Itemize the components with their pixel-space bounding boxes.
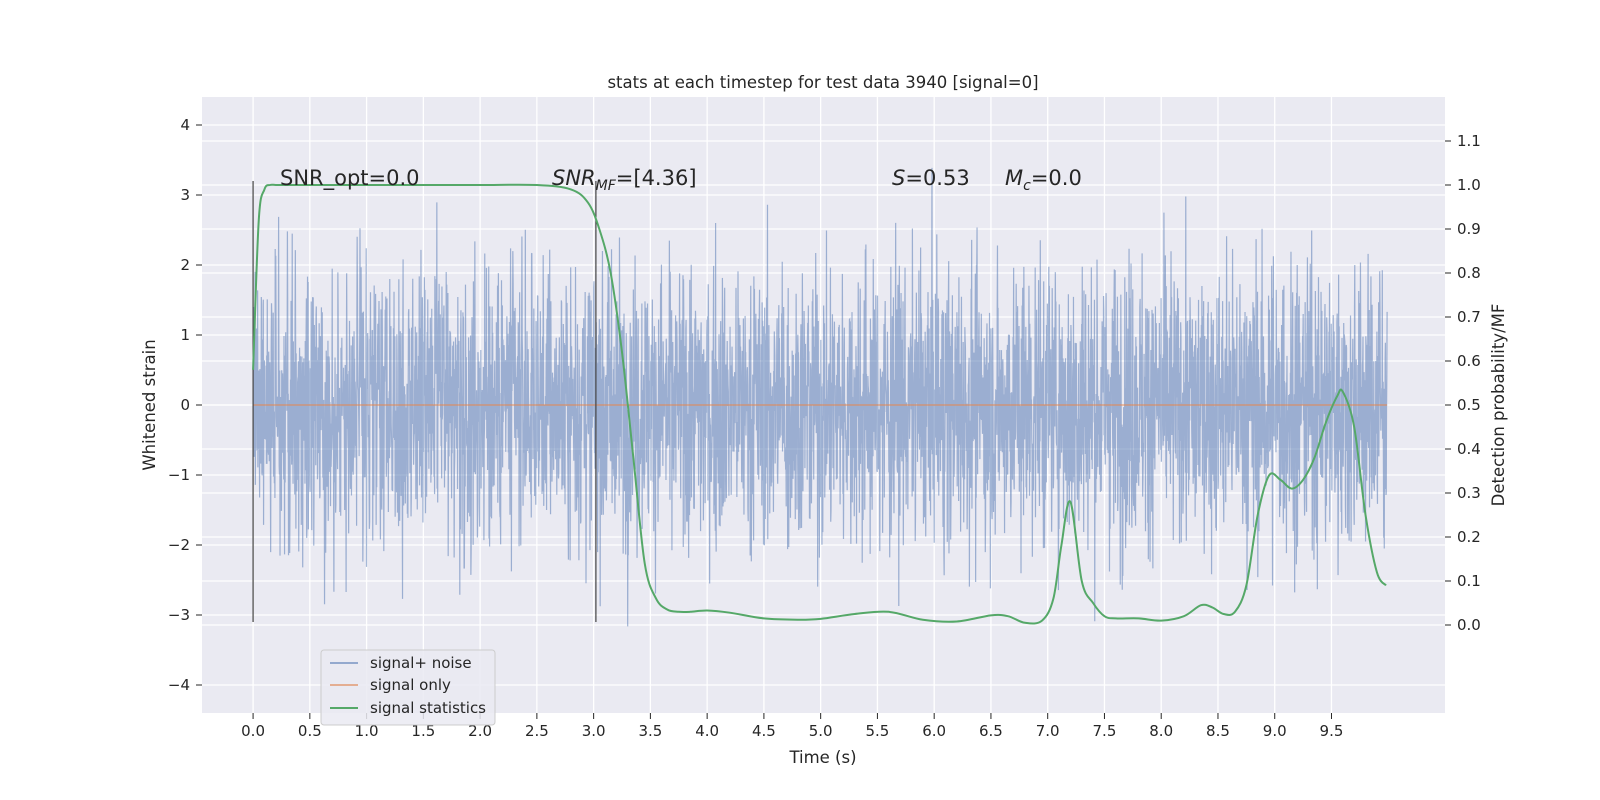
marker-lines xyxy=(252,181,597,622)
legend-label-signal-only: signal only xyxy=(370,676,451,694)
signal-noise-line xyxy=(252,167,1388,627)
y-right-tick-label: 1.1 xyxy=(1457,132,1481,150)
annotation-s-main: S xyxy=(892,166,905,190)
y-tick-label: 4 xyxy=(180,116,190,134)
signal-statistics-line xyxy=(252,183,1387,625)
x-axis-label: Time (s) xyxy=(788,748,856,767)
y-right-tick-label: 0.0 xyxy=(1457,616,1481,634)
annotation-snr-mf-sub: MF xyxy=(596,178,617,194)
x-axis-ticks: 0.0 0.5 1.0 1.5 2.0 2.5 3.0 3.5 4.0 4.5 5.0 5.5 6.0 6… xyxy=(241,713,1343,740)
y-right-axis-label: Detection probability/MF xyxy=(1489,304,1508,507)
y-axis-label: Whitened strain xyxy=(140,339,159,470)
x-tick-label: 9.5 xyxy=(1320,722,1344,740)
x-tick-label: 2.5 xyxy=(525,722,549,740)
x-tick-label: 1.0 xyxy=(355,722,379,740)
y-tick-label: 3 xyxy=(180,186,190,204)
y-tick-label: −3 xyxy=(168,606,190,624)
x-tick-label: 7.5 xyxy=(1093,722,1117,740)
y-right-tick-label: 0.9 xyxy=(1457,220,1481,238)
y-tick-label: 2 xyxy=(180,256,190,274)
annotation-mc: Mc=0.0 xyxy=(1005,166,1082,194)
y-right-tick-label: 0.7 xyxy=(1457,308,1481,326)
x-tick-label: 3.5 xyxy=(638,722,662,740)
annotation-mc-sub: c xyxy=(1023,178,1031,194)
y-tick-label: 1 xyxy=(180,326,190,344)
x-tick-label: 5.5 xyxy=(865,722,889,740)
annotation-mc-main: M xyxy=(1005,166,1023,190)
y-right-tick-label: 0.4 xyxy=(1457,440,1481,458)
annotations: SNR_opt=0.0 SNRMF=[4.36] S=0.53 Mc=0.0 xyxy=(280,166,1082,194)
annotation-s-value: =0.53 xyxy=(905,166,969,190)
x-tick-label: 5.0 xyxy=(809,722,833,740)
y-tick-label: 0 xyxy=(180,396,190,414)
y-tick-label: −2 xyxy=(168,536,190,554)
annotation-snr-mf-main: SNR xyxy=(552,166,596,190)
y-right-tick-label: 1.0 xyxy=(1457,176,1481,194)
x-tick-label: 6.0 xyxy=(922,722,946,740)
annotation-mc-value: =0.0 xyxy=(1031,166,1082,190)
x-tick-label: 4.5 xyxy=(752,722,776,740)
y-right-tick-label: 0.3 xyxy=(1457,484,1481,502)
y-tick-label: −4 xyxy=(168,676,190,694)
x-tick-label: 0.0 xyxy=(241,722,265,740)
annotation-s: S=0.53 xyxy=(892,166,970,190)
annotation-snr-opt: SNR_opt=0.0 xyxy=(280,166,420,191)
legend-label-signal-noise: signal+ noise xyxy=(370,654,472,672)
y-right-tick-label: 0.6 xyxy=(1457,352,1481,370)
y-right-tick-label: 0.5 xyxy=(1457,396,1481,414)
legend: signal+ noise signal only signal statist… xyxy=(320,649,496,726)
x-tick-label: 7.0 xyxy=(1036,722,1060,740)
x-tick-label: 6.5 xyxy=(979,722,1003,740)
x-tick-label: 3.0 xyxy=(582,722,606,740)
legend-box xyxy=(320,649,496,726)
y-right-tick-label: 0.1 xyxy=(1457,572,1481,590)
y-right-tick-label: 0.8 xyxy=(1457,264,1481,282)
series-signal-noise xyxy=(252,167,1388,627)
x-tick-label: 9.0 xyxy=(1263,722,1287,740)
x-tick-label: 8.5 xyxy=(1206,722,1230,740)
annotation-snr-mf: SNRMF=[4.36] xyxy=(552,166,697,194)
annotation-snr-mf-value: =[4.36] xyxy=(616,166,697,190)
x-tick-label: 0.5 xyxy=(298,722,322,740)
y-right-tick-label: 0.2 xyxy=(1457,528,1481,546)
series-signal-statistics xyxy=(252,183,1387,625)
y-axis-ticks: 4 3 2 1 0 −1 −2 −3 −4 xyxy=(168,116,202,694)
chart-title: stats at each timestep for test data 394… xyxy=(607,73,1038,92)
legend-label-signal-statistics: signal statistics xyxy=(370,699,486,717)
y-right-axis-ticks: 1.1 1.0 0.9 0.8 0.7 0.6 0.5 0.4 0.3 0.2 0.1 0.0 xyxy=(1445,132,1481,634)
x-tick-label: 1.5 xyxy=(411,722,435,740)
x-tick-label: 4.0 xyxy=(695,722,719,740)
y-tick-label: −1 xyxy=(168,466,190,484)
x-tick-label: 2.0 xyxy=(468,722,492,740)
x-tick-label: 8.0 xyxy=(1149,722,1173,740)
